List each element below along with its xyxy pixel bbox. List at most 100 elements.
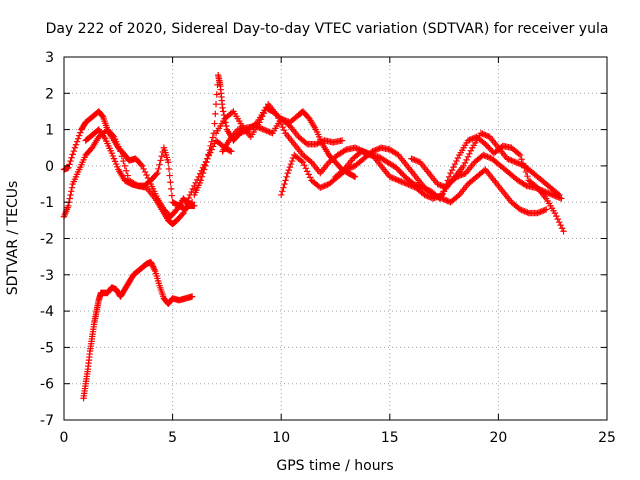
x-tick-label: 5 <box>168 430 177 446</box>
data-point <box>69 151 76 158</box>
data-point <box>305 171 312 178</box>
x-tick-label: 15 <box>381 430 399 446</box>
series-track-5 <box>191 71 346 199</box>
data-point <box>138 162 146 170</box>
data-point <box>353 145 360 152</box>
data-point <box>393 164 400 171</box>
data-point <box>395 177 402 184</box>
data-point <box>167 185 175 193</box>
data-point <box>205 151 212 158</box>
data-point <box>554 190 561 197</box>
data-point <box>165 159 172 166</box>
data-point <box>257 125 265 132</box>
data-point <box>466 150 473 157</box>
data-point <box>317 184 324 191</box>
data-point <box>137 161 145 168</box>
data-point <box>318 183 325 191</box>
data-point <box>158 153 165 160</box>
data-point <box>479 151 487 159</box>
data-point <box>533 185 540 192</box>
data-point <box>390 175 398 182</box>
data-point <box>319 183 327 190</box>
data-point <box>420 185 428 192</box>
data-point <box>514 159 521 167</box>
data-point <box>282 117 289 124</box>
data-point <box>364 150 371 157</box>
data-point <box>434 180 441 188</box>
data-point <box>537 186 545 194</box>
data-point <box>140 165 147 173</box>
data-point <box>445 173 453 180</box>
data-point <box>388 174 395 181</box>
data-point <box>350 172 358 180</box>
data-point <box>151 266 158 273</box>
data-point <box>226 147 234 154</box>
data-point <box>443 197 450 204</box>
data-point <box>518 206 525 214</box>
data-point <box>361 149 368 156</box>
data-point <box>67 191 74 199</box>
data-point <box>204 155 211 162</box>
data-point <box>256 119 263 126</box>
data-point <box>454 154 462 162</box>
y-tick-label: -5 <box>40 340 54 356</box>
data-point <box>413 182 420 189</box>
data-point <box>285 118 292 125</box>
data-point <box>509 157 517 165</box>
data-point <box>123 167 130 174</box>
data-point <box>539 187 546 194</box>
data-point <box>370 147 378 154</box>
data-point <box>551 209 559 217</box>
data-point <box>516 160 524 168</box>
data-point <box>306 174 314 181</box>
data-point <box>68 184 76 191</box>
data-point <box>422 192 430 199</box>
data-point <box>417 183 425 191</box>
series-track-8 <box>278 144 550 217</box>
data-point <box>548 191 555 198</box>
data-point <box>299 159 307 166</box>
data-point <box>298 157 305 165</box>
data-point <box>450 163 457 171</box>
x-tick-label: 20 <box>489 430 507 446</box>
data-point <box>65 202 72 210</box>
data-point <box>469 135 476 142</box>
data-point <box>209 134 216 141</box>
data-point <box>149 263 157 270</box>
data-point <box>538 208 546 215</box>
data-point <box>412 157 420 164</box>
data-point <box>203 159 210 166</box>
data-point <box>155 165 162 173</box>
data-point <box>558 225 566 232</box>
data-point <box>535 209 543 216</box>
data-point <box>516 151 524 159</box>
data-point <box>537 208 544 216</box>
data-point <box>280 127 288 134</box>
data-point <box>394 166 401 173</box>
data-point <box>306 157 314 165</box>
data-point <box>220 108 227 115</box>
data-point <box>389 174 396 182</box>
data-point <box>399 179 407 186</box>
data-point <box>554 215 561 223</box>
data-point <box>508 157 515 164</box>
data-point <box>279 188 286 195</box>
data-point <box>184 197 192 205</box>
data-point <box>540 188 548 195</box>
data-point <box>222 122 230 130</box>
data-point <box>466 136 473 144</box>
data-point <box>153 171 160 178</box>
data-point <box>459 171 467 178</box>
data-point <box>540 207 547 214</box>
data-point <box>354 145 362 153</box>
data-point <box>70 147 77 155</box>
data-point <box>392 176 399 183</box>
data-point <box>191 182 198 190</box>
data-point <box>188 199 196 206</box>
data-point <box>191 202 198 210</box>
x-axis-label: GPS time / hours <box>276 458 393 474</box>
data-point <box>259 125 266 133</box>
data-point <box>438 182 446 190</box>
data-point <box>518 161 525 168</box>
data-point <box>481 152 488 159</box>
